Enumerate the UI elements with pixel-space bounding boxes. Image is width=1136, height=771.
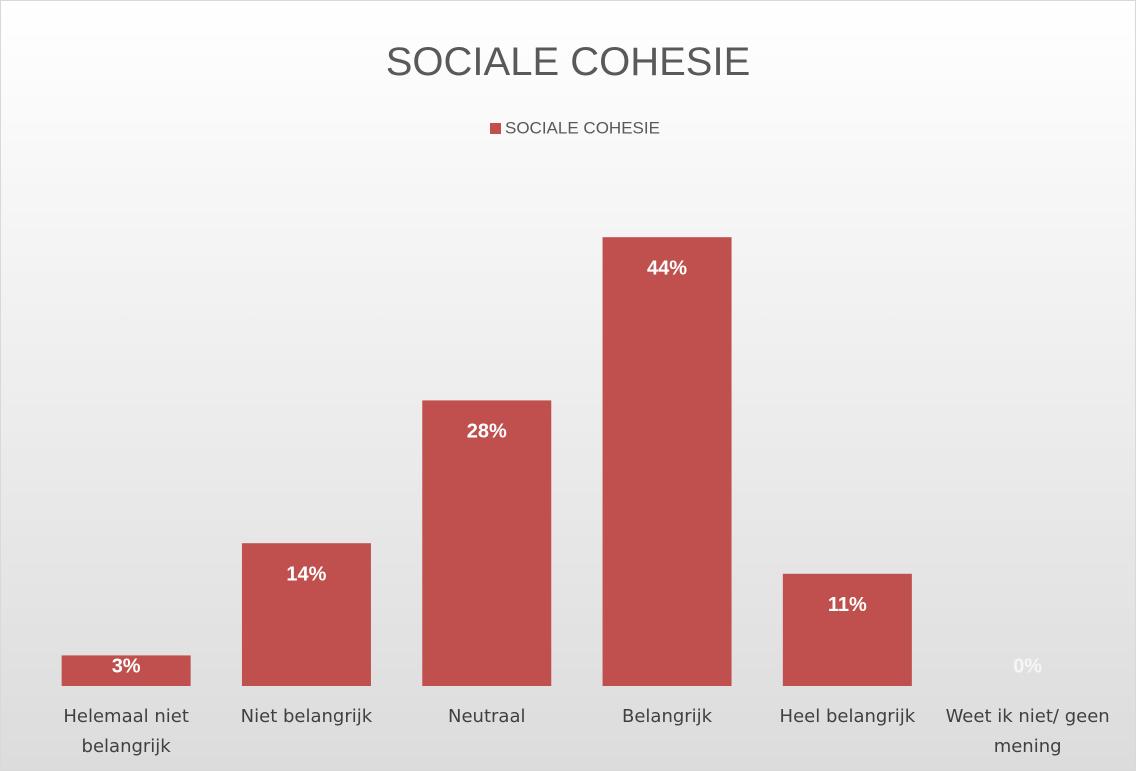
legend-label: SOCIALE COHESIE	[505, 118, 660, 137]
data-label: 44%	[647, 257, 687, 279]
x-tick-label: Belangrijk	[621, 706, 713, 727]
x-tick-label: Weet ik niet/ geen mening	[945, 706, 1110, 757]
bar	[61, 655, 191, 686]
data-label: 0%	[1013, 655, 1042, 677]
legend-swatch	[490, 123, 501, 134]
x-tick-label: Helemaal niet belangrijk	[63, 706, 189, 757]
chart-title: SOCIALE COHESIE	[386, 40, 751, 84]
x-tick-label: Neutraal	[448, 706, 526, 727]
data-label: 3%	[112, 655, 141, 677]
data-label: 28%	[467, 421, 507, 443]
bar	[241, 543, 371, 686]
bar	[782, 573, 912, 686]
data-label: 14%	[286, 563, 326, 585]
data-label: 11%	[828, 594, 867, 616]
bar	[422, 400, 552, 686]
bar	[602, 237, 732, 686]
x-tick-label: Heel belangrijk	[779, 706, 916, 727]
x-tick-label: Niet belangrijk	[240, 706, 373, 727]
